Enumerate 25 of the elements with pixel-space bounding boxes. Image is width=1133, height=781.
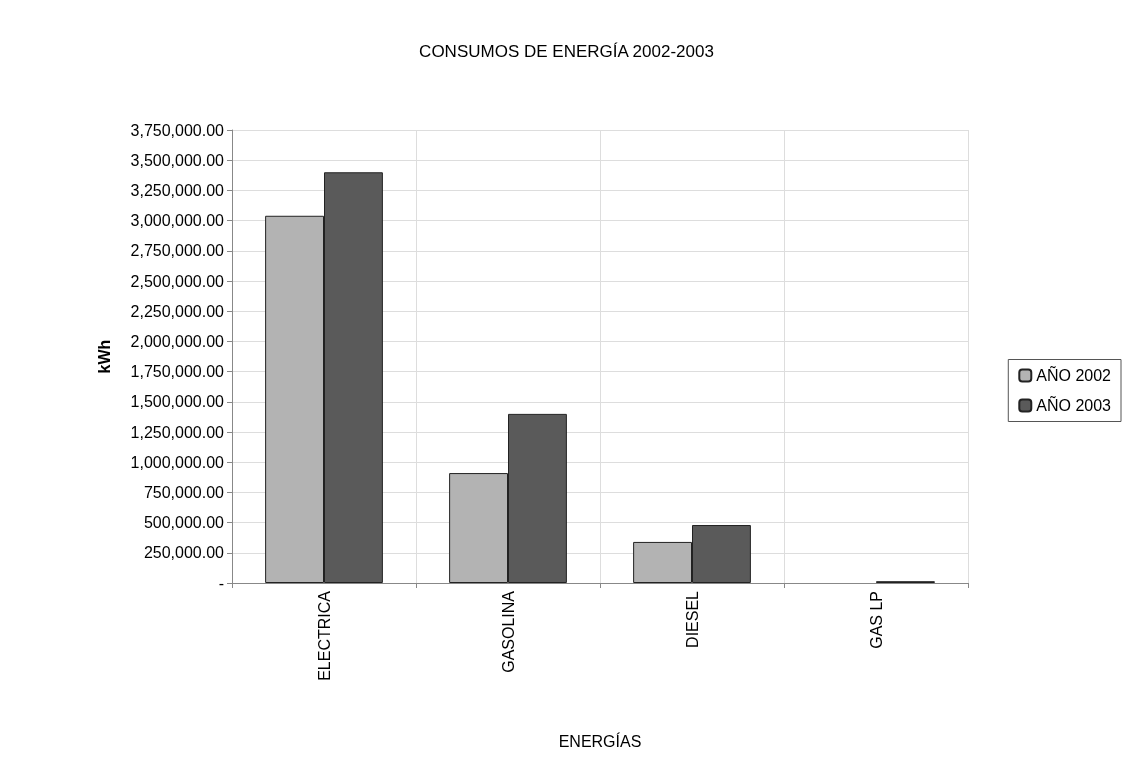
y-tick-label: 1,500,000.00 (130, 393, 225, 411)
y-tick-label: 2,000,000.00 (130, 332, 225, 350)
y-tick-label: 2,750,000.00 (130, 242, 225, 260)
y-tick-label: 3,500,000.00 (130, 151, 225, 169)
y-tick-label: 750,000.00 (143, 483, 225, 501)
y-tick-label: 3,750,000.00 (130, 121, 225, 139)
legend-label: AÑO 2003 (1036, 395, 1112, 414)
y-tick-label: 1,250,000.00 (130, 423, 225, 441)
y-tick-label: 3,000,000.00 (130, 212, 225, 230)
x-tick-label: DIESEL (683, 590, 701, 648)
y-tick-label: 2,250,000.00 (130, 302, 225, 320)
y-axis-title: kWh (95, 339, 113, 374)
y-tick-label: 500,000.00 (143, 514, 225, 532)
y-tick-label: 1,750,000.00 (130, 363, 225, 381)
x-tick-label: GAS LP (867, 591, 885, 649)
x-axis-title: ENERGÍAS (558, 731, 642, 750)
x-tick-label: GASOLINA (499, 590, 517, 673)
y-tick-label: 250,000.00 (143, 544, 225, 562)
y-tick-label: - (218, 574, 224, 592)
chart-title: CONSUMOS DE ENERGÍA 2002-2003 (419, 42, 714, 61)
y-tick-label: 3,250,000.00 (130, 181, 225, 199)
y-tick-label: 2,500,000.00 (130, 272, 225, 290)
legend-label: AÑO 2002 (1036, 365, 1112, 384)
y-tick-label: 1,000,000.00 (130, 453, 225, 471)
x-tick-label: ELECTRICA (315, 590, 333, 681)
